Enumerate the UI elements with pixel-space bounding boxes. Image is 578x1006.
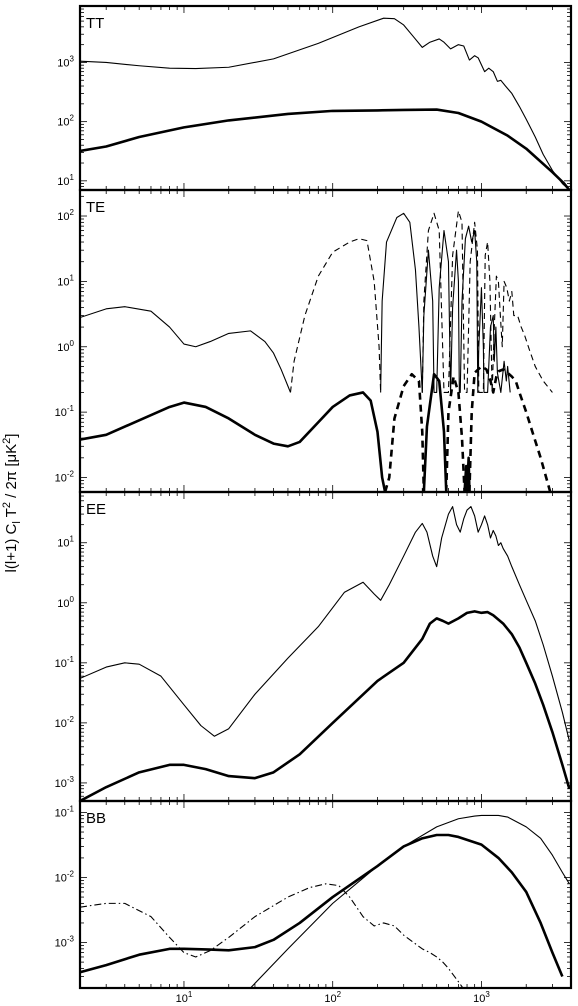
y-tick-label: 100: [57, 339, 74, 354]
y-axis-label-part-c: / 2π [μK: [3, 444, 20, 502]
y-tick-label: 101: [57, 535, 74, 550]
series-te-0: [80, 306, 291, 393]
y-tick-label: 101: [57, 173, 74, 188]
panel-frame: [78, 799, 573, 990]
series-tt-0: [80, 17, 570, 190]
panel-label: BB: [86, 810, 106, 827]
x-tick-label: 103: [473, 990, 490, 1005]
series-te-7: [444, 375, 466, 492]
y-axis-label-sub: l: [11, 521, 23, 523]
y-tick-label: 10-1: [55, 655, 75, 670]
series-tt-1: [80, 108, 571, 190]
panel-label: EE: [86, 501, 106, 518]
panel-tt: 101 102 103 TT: [57, 4, 573, 192]
series-te-1: [289, 238, 382, 393]
y-tick-label: 10-1: [55, 804, 75, 819]
panel-frame: [78, 4, 573, 192]
y-tick-label: 10-3: [55, 935, 75, 950]
panel-bb: 10-3 10-2 10-1 BB: [55, 799, 573, 990]
series-te-4: [80, 391, 387, 492]
series-te-9: [468, 365, 552, 492]
panel-label: TT: [86, 15, 104, 32]
y-tick-label: 10-2: [55, 469, 75, 484]
y-tick-label: 10-2: [55, 869, 75, 884]
panel-label: TE: [86, 199, 105, 216]
y-tick-label: 102: [57, 208, 74, 223]
x-tick-label: 101: [176, 990, 193, 1005]
y-tick-label: 10-1: [55, 404, 75, 419]
y-axis-label-part-a: l(l+1) C: [3, 524, 20, 573]
y-axis-label-sup1: 2: [1, 502, 13, 508]
y-tick-label: 103: [57, 54, 74, 69]
series-bb-2: [80, 883, 464, 988]
series-bb-0: [250, 814, 570, 988]
panel-frame: [78, 490, 573, 803]
series-te-2: [380, 212, 511, 393]
x-tick-label: 102: [324, 990, 341, 1005]
panel-frame: [78, 188, 573, 494]
series-te-3: [421, 210, 553, 393]
y-axis-label-part-b: T: [3, 508, 20, 521]
panel-ee: 10-3 10-2 10-1 100 101 EE: [55, 490, 573, 803]
y-tick-label: 102: [57, 114, 74, 129]
y-tick-label: 101: [57, 273, 74, 288]
x-axis: 101 102 103: [176, 990, 491, 1005]
series-te-6: [422, 372, 448, 492]
y-tick-label: 10-2: [55, 715, 75, 730]
series-bb-1: [80, 833, 564, 978]
series-te-5: [383, 372, 426, 492]
y-axis-label-part-d: ]: [3, 434, 20, 438]
panel-te: 10-2 10-1 100 101 102 TE: [55, 188, 573, 494]
series-ee-1: [80, 610, 571, 801]
series-te-8: [463, 456, 471, 492]
series-ee-0: [80, 506, 570, 742]
y-tick-label: 10-3: [55, 775, 75, 790]
y-axis-label-sup2: 2: [1, 438, 13, 444]
y-tick-label: 100: [57, 595, 74, 610]
y-axis-label: l(l+1) Cl T2 / 2π [μK2]: [1, 434, 23, 573]
